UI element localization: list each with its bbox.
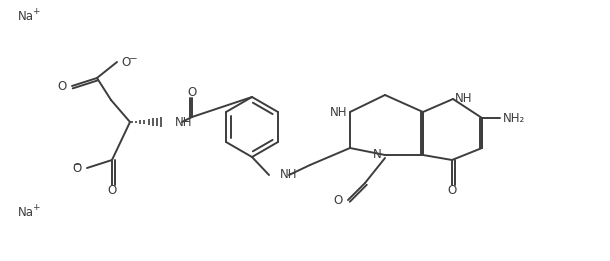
Text: NH: NH	[280, 169, 298, 181]
Text: −: −	[73, 160, 82, 170]
Text: +: +	[32, 7, 40, 15]
Text: O: O	[121, 56, 131, 68]
Text: O: O	[73, 162, 82, 175]
Text: O: O	[334, 193, 343, 206]
Text: NH: NH	[455, 92, 473, 105]
Text: O: O	[58, 80, 67, 92]
Text: NH₂: NH₂	[503, 111, 525, 124]
Text: O: O	[447, 185, 457, 198]
Text: NH: NH	[329, 105, 347, 118]
Text: −: −	[129, 54, 138, 64]
Text: O: O	[187, 86, 196, 98]
Text: N: N	[373, 149, 382, 162]
Text: +: +	[32, 204, 40, 212]
Text: O: O	[107, 185, 117, 198]
Text: NH: NH	[175, 116, 193, 128]
Text: Na: Na	[18, 206, 34, 220]
Text: Na: Na	[18, 9, 34, 22]
